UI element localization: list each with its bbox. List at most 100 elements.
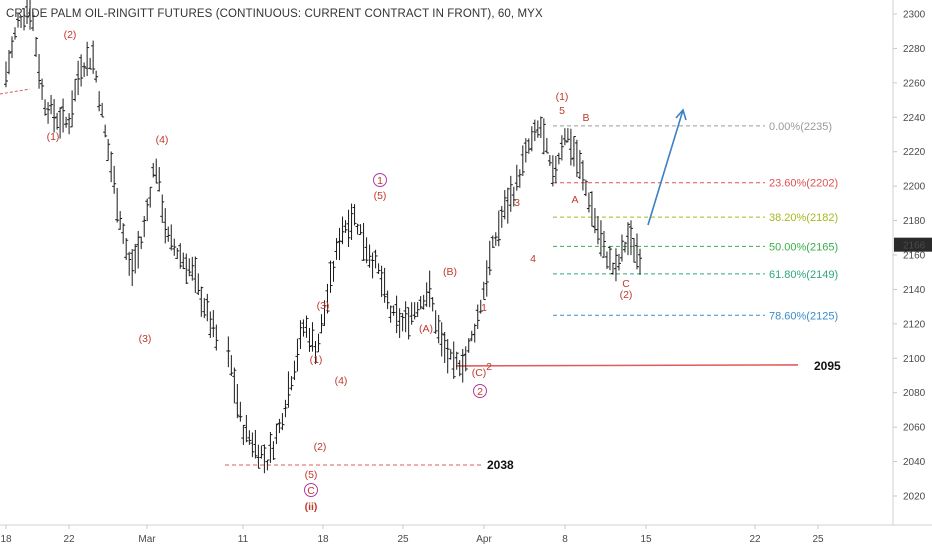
ohlc-bar — [622, 241, 627, 253]
ohlc-bar — [250, 432, 255, 458]
price-tag-bg — [894, 237, 932, 252]
ohlc-bar — [619, 234, 624, 262]
wave-circle — [473, 384, 487, 398]
wave-label: (A) — [419, 323, 433, 335]
ohlc-bar — [505, 187, 510, 224]
ohlc-bar — [550, 155, 555, 187]
ohlc-bar — [433, 310, 438, 334]
wave-label: 5 — [559, 105, 565, 117]
arrow-shaft — [647, 109, 684, 226]
ohlc-bar — [142, 215, 147, 238]
ohlc-bar — [463, 346, 468, 372]
ohlc-bar — [88, 57, 93, 70]
ohlc-bar — [409, 302, 414, 325]
ohlc-bar — [181, 252, 186, 270]
wave-label: (1) — [310, 354, 323, 366]
y-tick-label: 2240 — [903, 113, 926, 124]
wave-label: 2 — [486, 361, 492, 373]
wave-label: (1) — [556, 91, 569, 103]
ohlc-bar — [64, 116, 69, 128]
ohlc-bar — [139, 236, 144, 250]
ohlc-bar — [478, 299, 483, 314]
fib-label: 78.60%(2125) — [769, 310, 838, 322]
ohlc-bar — [586, 192, 591, 213]
ohlc-bar — [37, 54, 42, 89]
ohlc-bar — [490, 235, 495, 249]
x-tick-label: 25 — [397, 534, 409, 545]
y-tick-label: 2300 — [903, 10, 926, 21]
y-tick-label: 2180 — [903, 216, 926, 227]
ohlc-bar — [205, 293, 210, 322]
ohlc-bar — [76, 60, 81, 96]
wave-label: (2) — [64, 29, 77, 41]
ohlc-bar — [472, 323, 477, 343]
ohlc-bar — [247, 430, 252, 445]
ohlc-bar — [547, 155, 552, 167]
ohlc-bar — [607, 246, 612, 271]
ohlc-bar — [10, 36, 15, 59]
wave-label: B — [582, 112, 589, 124]
ohlc-bar — [568, 128, 573, 166]
current-price-tag: 2166 — [894, 237, 932, 252]
ohlc-bar — [343, 220, 348, 233]
ohlc-bar — [397, 308, 402, 338]
ohlc-bar — [58, 107, 63, 139]
ohlc-bar — [364, 237, 369, 264]
ohlc-bar — [40, 78, 45, 100]
ohlc-bar — [457, 360, 462, 377]
ohlc-bar — [124, 238, 129, 260]
ohlc-bar — [271, 441, 276, 461]
y-tick-label: 2200 — [903, 182, 926, 193]
ohlc-bar — [196, 273, 201, 296]
ohlc-bar — [583, 179, 588, 197]
ohlc-bar — [115, 187, 120, 223]
ohlc-bar — [256, 444, 261, 469]
ohlc-bar — [535, 120, 540, 138]
ohlc-bar — [34, 36, 39, 57]
price-tag-label: 2166 — [903, 241, 926, 252]
ohlc-bar — [286, 371, 291, 408]
ohlc-bar — [580, 160, 585, 191]
ohlc-bar — [112, 165, 117, 194]
ohlc-bar — [616, 253, 621, 271]
ohlc-bar — [43, 99, 48, 116]
ohlc-bar — [79, 54, 84, 87]
ohlc-bar — [391, 305, 396, 316]
y-tick-label: 2260 — [903, 78, 926, 89]
time-axis[interactable]: 18 22 Mar 11 18 25 Apr 8 15 22 25 — [0, 525, 824, 545]
y-tick-label: 2140 — [903, 285, 926, 296]
ohlc-bar — [310, 322, 315, 352]
ohlc-bar — [556, 152, 561, 165]
x-tick-label: Apr — [476, 534, 492, 545]
ohlc-bar — [400, 312, 405, 332]
ohlc-bar — [349, 203, 354, 241]
ohlc-bar — [172, 238, 177, 256]
ohlc-bar — [514, 164, 519, 191]
ohlc-bar — [316, 333, 321, 353]
wave-label: (2) — [620, 289, 633, 301]
ohlc-bar — [253, 429, 258, 459]
wave-label: C — [622, 278, 630, 290]
y-tick-label: 2120 — [903, 319, 926, 330]
support-line-2095 — [455, 364, 799, 367]
ohlc-bar — [85, 41, 90, 77]
ohlc-bar — [346, 209, 351, 248]
ohlc-bar — [109, 151, 114, 183]
ohlc-bar — [100, 102, 105, 118]
ohlc-bar — [52, 99, 57, 133]
ohlc-bar — [187, 258, 192, 277]
ohlc-bar — [370, 252, 375, 279]
y-tick-label: 2220 — [903, 147, 926, 158]
ohlc-bar — [280, 413, 285, 431]
price-axis[interactable]: 2020 2040 2060 2080 2100 2120 2140 2160 2180 2200… — [893, 10, 926, 503]
ohlc-bar — [283, 399, 288, 418]
ohlc-bar — [613, 248, 618, 282]
ohlc-bar — [163, 208, 168, 244]
ohlc-bar — [232, 367, 237, 404]
y-tick-label: 2080 — [903, 388, 926, 399]
fib-label: 23.60%(2202) — [769, 178, 838, 190]
wave-label: (C) — [472, 367, 487, 379]
ohlc-bar — [70, 90, 75, 128]
